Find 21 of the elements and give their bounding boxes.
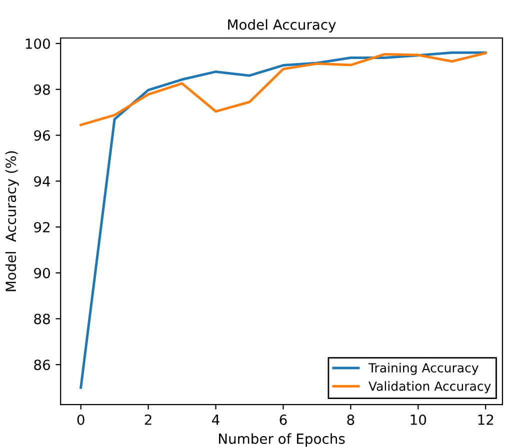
y-tick-label: 94: [34, 176, 50, 187]
line-series: [80, 52, 487, 126]
y-tick-label: 92: [34, 222, 50, 232]
x-tick-label: 10: [410, 414, 426, 426]
x-tick-label: 12: [478, 414, 494, 425]
y-tick-label: 86: [34, 360, 50, 370]
x-tick-label: 2: [144, 414, 152, 425]
y-tick-label: 98: [34, 84, 50, 95]
y-tick-label: 96: [34, 130, 50, 141]
legend-label: Validation Accuracy: [368, 381, 491, 394]
x-tick-label: 4: [212, 414, 220, 425]
y-tick-label: 88: [34, 314, 50, 324]
x-tick-label: 8: [347, 414, 354, 426]
y-tick-label: 90: [34, 268, 50, 278]
chart-title: Model Accuracy: [228, 19, 336, 33]
legend-label: Training Accuracy: [368, 362, 478, 375]
x-axis-title: Number of Epochs: [219, 433, 345, 447]
y-axis-title: Model Accuracy (%): [5, 151, 19, 292]
x-tick-label: 6: [280, 414, 287, 426]
x-tick-label: 0: [77, 414, 84, 426]
y-tick-label: 100: [26, 38, 50, 49]
